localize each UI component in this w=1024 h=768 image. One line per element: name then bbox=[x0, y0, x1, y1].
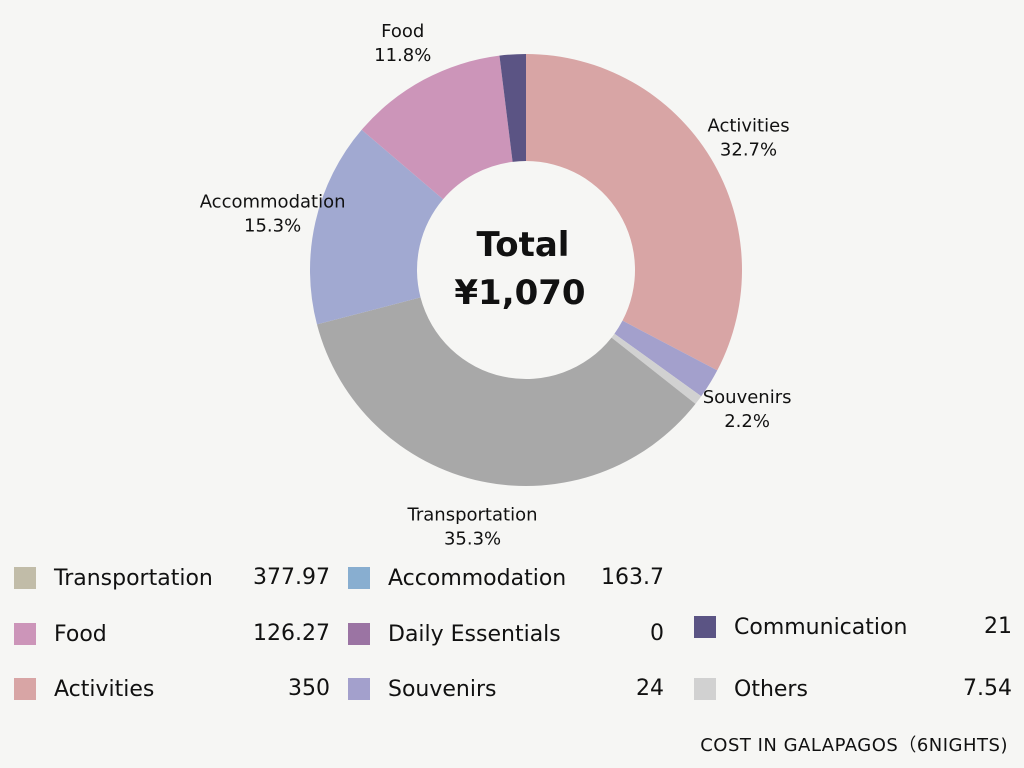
slice-label-name: Accommodation bbox=[200, 192, 346, 213]
slice-label-transportation: Transportation 35.3% bbox=[407, 504, 538, 549]
slice-label-activities: Activities 32.7% bbox=[707, 116, 789, 161]
legend-label: Daily Essentials bbox=[388, 621, 561, 647]
legend-value: 0 bbox=[650, 621, 664, 646]
legend-label: Others bbox=[734, 676, 808, 702]
slice-label-name: Transportation bbox=[407, 504, 538, 525]
legend-swatch bbox=[14, 567, 36, 589]
donut-chart: Activities 32.7% Souvenirs 2.2% Transportati… bbox=[200, 21, 792, 549]
slice-label-percent: 32.7% bbox=[720, 140, 777, 161]
legend-item-daily-essentials: Daily Essentials 0 bbox=[348, 620, 664, 648]
legend-swatch bbox=[14, 623, 36, 645]
slice-label-name: Food bbox=[381, 21, 424, 42]
legend-swatch bbox=[348, 567, 370, 589]
slice-transportation bbox=[316, 297, 696, 487]
center-total: ¥1,070 bbox=[454, 273, 585, 313]
slice-accommodation bbox=[310, 129, 444, 325]
legend-value: 24 bbox=[636, 676, 664, 701]
slice-label-percent: 35.3% bbox=[444, 528, 501, 549]
legend-value: 350 bbox=[288, 676, 330, 701]
legend-label: Activities bbox=[54, 676, 155, 702]
slice-label-name: Activities bbox=[707, 116, 789, 137]
legend-item-others: Others 7.54 bbox=[694, 675, 1012, 703]
legend-label: Accommodation bbox=[388, 565, 567, 591]
legend-label: Food bbox=[54, 621, 107, 647]
slice-label-percent: 11.8% bbox=[374, 45, 431, 66]
slice-label-accommodation: Accommodation 15.3% bbox=[200, 192, 346, 237]
legend-item-activities: Activities 350 bbox=[14, 675, 330, 703]
legend-item-communication: Communication 21 bbox=[694, 613, 1012, 641]
legend-value: 21 bbox=[984, 614, 1012, 639]
legend-item-souvenirs: Souvenirs 24 bbox=[348, 675, 664, 703]
slice-activities bbox=[526, 54, 743, 371]
legend-item-transportation: Transportation 377.97 bbox=[14, 564, 330, 592]
legend-swatch bbox=[348, 623, 370, 645]
slice-label-percent: 15.3% bbox=[244, 216, 301, 237]
legend-item-food: Food 126.27 bbox=[14, 620, 330, 648]
slice-communication bbox=[499, 54, 526, 162]
slice-label-name: Souvenirs bbox=[703, 387, 792, 408]
legend-item-accommodation: Accommodation 163.7 bbox=[348, 564, 664, 592]
chart-caption: COST IN GALAPAGOS（6NIGHTS) bbox=[700, 735, 1008, 756]
legend-label: Souvenirs bbox=[388, 676, 497, 702]
legend-value: 7.54 bbox=[963, 676, 1012, 701]
legend-label: Communication bbox=[734, 614, 908, 640]
slice-label-percent: 2.2% bbox=[724, 411, 770, 432]
legend-swatch bbox=[694, 678, 716, 700]
slice-others bbox=[611, 333, 702, 404]
slice-food bbox=[361, 55, 513, 200]
legend-label: Transportation bbox=[54, 565, 213, 591]
slice-label-souvenirs: Souvenirs 2.2% bbox=[703, 387, 792, 432]
slice-label-food: Food 11.8% bbox=[374, 21, 431, 66]
legend-swatch bbox=[14, 678, 36, 700]
legend-value: 377.97 bbox=[253, 565, 330, 590]
legend-swatch bbox=[694, 616, 716, 638]
center-title: Total bbox=[477, 225, 570, 265]
legend-swatch bbox=[348, 678, 370, 700]
legend-value: 163.7 bbox=[601, 565, 664, 590]
legend-value: 126.27 bbox=[253, 621, 330, 646]
slice-souvenirs bbox=[614, 320, 718, 397]
